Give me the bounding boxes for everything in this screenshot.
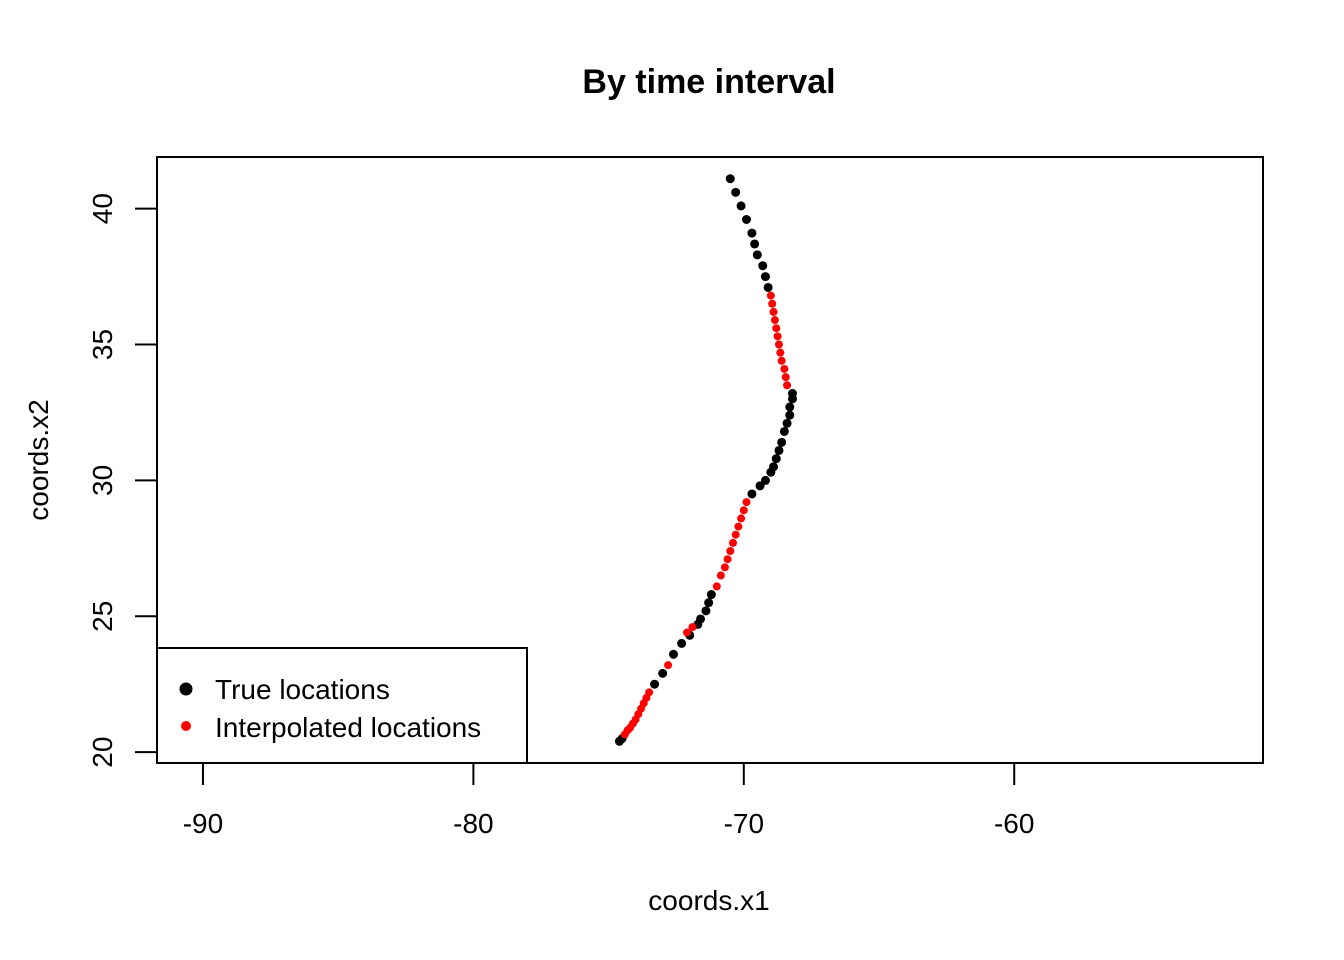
true-location-point: [782, 418, 792, 428]
true-location-point: [777, 437, 787, 447]
true-location-point: [725, 174, 735, 184]
true-location-point: [614, 736, 624, 746]
interpolated-location-point: [772, 324, 781, 333]
true-location-point: [747, 489, 757, 499]
true-location-point: [747, 228, 757, 238]
interpolated-location-point: [768, 299, 777, 308]
true-location-point: [787, 394, 797, 404]
data-points: [614, 174, 797, 746]
interpolated-location-point: [720, 563, 729, 572]
interpolated-location-point: [773, 332, 782, 341]
interpolated-location-point: [766, 291, 775, 300]
y-axis: 20 25 30 35 40: [87, 193, 158, 768]
x-tick-label: -90: [183, 808, 223, 839]
legend-marker-true-locations: [179, 682, 193, 696]
interpolated-location-point: [781, 373, 790, 382]
true-location-point: [706, 590, 716, 600]
interpolated-location-point: [726, 547, 735, 556]
interpolated-location-point: [620, 730, 629, 739]
interpolated-location-point: [742, 498, 751, 507]
interpolated-location-point: [737, 514, 746, 523]
true-location-point: [742, 215, 752, 225]
chart-title: By time interval: [582, 63, 835, 101]
true-location-point: [785, 402, 795, 412]
legend-marker-interpolated-locations: [181, 721, 191, 731]
y-axis-title: coords.x2: [23, 399, 54, 520]
true-location-point: [771, 454, 781, 464]
true-location-point: [658, 668, 668, 678]
true-location-point: [774, 445, 784, 455]
interpolated-location-point: [683, 628, 692, 637]
y-tick-label: 30: [87, 465, 118, 496]
true-location-point: [785, 410, 795, 420]
true-location-point: [704, 598, 714, 608]
legend: True locations Interpolated locations: [156, 647, 528, 764]
true-location-point: [736, 201, 746, 211]
y-tick-label: 35: [87, 329, 118, 360]
true-location-point: [766, 467, 776, 477]
legend-label-interpolated-locations: Interpolated locations: [215, 712, 481, 743]
interpolated-location-point: [774, 340, 783, 349]
true-location-point: [758, 261, 768, 271]
interpolated-location-point: [688, 623, 697, 632]
interpolated-location-point: [770, 316, 779, 325]
x-axis-title: coords.x1: [648, 885, 769, 916]
true-location-point: [650, 679, 660, 689]
true-location-point: [750, 239, 760, 249]
x-tick-label: -70: [724, 808, 764, 839]
interpolated-location-point: [712, 582, 721, 591]
legend-label-true-locations: True locations: [215, 674, 390, 705]
true-location-point: [763, 282, 773, 292]
true-location-point: [760, 272, 770, 282]
interpolated-location-point: [728, 538, 737, 547]
x-axis: -90 -80 -70 -60: [183, 762, 1034, 839]
true-location-point: [677, 638, 687, 648]
true-location-point: [701, 606, 711, 616]
interpolated-location-point: [739, 506, 748, 515]
interpolated-location-point: [734, 522, 743, 531]
interpolated-location-point: [783, 381, 792, 390]
interpolated-location-point: [769, 307, 778, 316]
y-tick-label: 25: [87, 601, 118, 632]
true-location-point: [779, 426, 789, 436]
y-tick-label: 20: [87, 737, 118, 768]
interpolated-location-point: [777, 356, 786, 365]
true-location-point: [752, 250, 762, 260]
interpolated-location-point: [664, 661, 673, 670]
true-location-point: [668, 649, 678, 659]
interpolated-location-point: [776, 348, 785, 357]
y-tick-label: 40: [87, 193, 118, 224]
interpolated-location-point: [716, 571, 725, 580]
interpolated-location-point: [723, 555, 732, 564]
interpolated-location-point: [780, 364, 789, 373]
x-tick-label: -80: [453, 808, 493, 839]
true-location-point: [731, 187, 741, 197]
legend-box: [156, 647, 528, 764]
interpolated-location-point: [731, 530, 740, 539]
true-location-point: [755, 481, 765, 491]
x-tick-label: -60: [994, 808, 1034, 839]
